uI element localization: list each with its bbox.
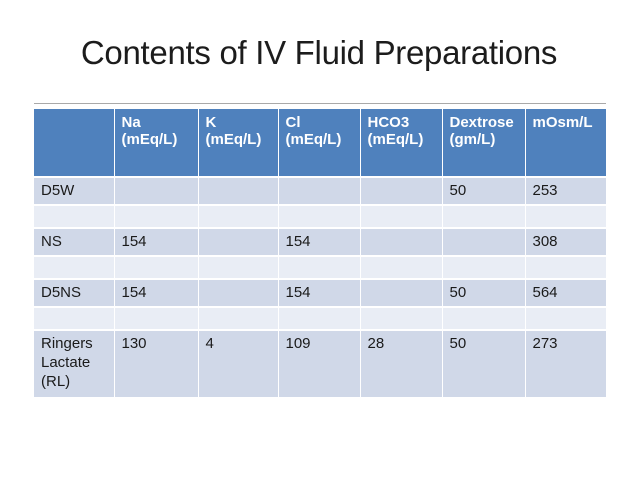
table-row-d5w: D5W 50 253 (34, 177, 607, 206)
cell-mosm: 308 (525, 228, 607, 257)
spacer-cell (114, 205, 199, 229)
spacer-cell (525, 256, 607, 280)
cell-k (198, 228, 279, 257)
header-cell-hco3: HCO3 (mEq/L) (360, 109, 443, 178)
cell-na: 154 (114, 228, 199, 257)
spacer-cell (278, 205, 361, 229)
cell-na: 130 (114, 330, 199, 399)
cell-dextrose: 50 (442, 279, 526, 308)
cell-k (198, 279, 279, 308)
row-label: D5W (34, 177, 115, 206)
header-unit: (mEq/L) (285, 131, 342, 148)
header-unit: (gm/L) (449, 131, 496, 148)
row-label: NS (34, 228, 115, 257)
table-spacer-row (34, 205, 607, 229)
cell-hco3 (360, 177, 443, 206)
cell-cl: 109 (278, 330, 361, 399)
spacer-cell (34, 307, 115, 331)
row-label: D5NS (34, 279, 115, 308)
cell-dextrose: 50 (442, 177, 526, 206)
cell-na (114, 177, 199, 206)
header-name: Cl (285, 114, 301, 131)
spacer-cell (360, 307, 443, 331)
header-cell-empty (34, 109, 115, 178)
spacer-cell (525, 205, 607, 229)
spacer-cell (198, 205, 279, 229)
cell-hco3 (360, 228, 443, 257)
header-unit: (mEq/L) (121, 131, 178, 148)
spacer-cell (360, 205, 443, 229)
spacer-cell (278, 307, 361, 331)
table-row-ringers-lactate: Ringers Lactate (RL) 130 4 109 28 50 273 (34, 330, 607, 399)
iv-fluids-table: Na (mEq/L) K (mEq/L) Cl (mEq/L) HCO3 (mEq/L)… (34, 109, 607, 399)
table-row-ns: NS 154 154 308 (34, 228, 607, 257)
spacer-cell (34, 256, 115, 280)
cell-cl: 154 (278, 228, 361, 257)
header-cell-k: K (mEq/L) (198, 109, 279, 178)
cell-mosm: 564 (525, 279, 607, 308)
header-name: Dextrose (449, 114, 514, 131)
header-name: mOsm/L (532, 114, 593, 131)
cell-cl: 154 (278, 279, 361, 308)
header-name: HCO3 (367, 114, 410, 131)
cell-mosm: 253 (525, 177, 607, 206)
spacer-cell (360, 256, 443, 280)
row-label: Ringers Lactate (RL) (34, 330, 115, 399)
spacer-cell (525, 307, 607, 331)
cell-na: 154 (114, 279, 199, 308)
header-cell-dextrose: Dextrose (gm/L) (442, 109, 526, 178)
spacer-cell (442, 256, 526, 280)
cell-k: 4 (198, 330, 279, 399)
cell-cl (278, 177, 361, 206)
cell-mosm: 273 (525, 330, 607, 399)
header-cell-cl: Cl (mEq/L) (278, 109, 361, 178)
cell-hco3 (360, 279, 443, 308)
header-name: K (205, 114, 217, 131)
header-unit: (mEq/L) (367, 131, 424, 148)
spacer-cell (114, 307, 199, 331)
spacer-cell (278, 256, 361, 280)
slide-title: Contents of IV Fluid Preparations (80, 34, 558, 71)
header-cell-mosm: mOsm/L (525, 109, 607, 178)
header-cell-na: Na (mEq/L) (114, 109, 199, 178)
spacer-cell (442, 307, 526, 331)
table-spacer-row (34, 256, 607, 280)
spacer-cell (198, 307, 279, 331)
spacer-cell (198, 256, 279, 280)
cell-dextrose: 50 (442, 330, 526, 399)
cell-k (198, 177, 279, 206)
spacer-cell (114, 256, 199, 280)
spacer-cell (34, 205, 115, 229)
table-spacer-row (34, 307, 607, 331)
header-unit: (mEq/L) (205, 131, 262, 148)
cell-dextrose (442, 228, 526, 257)
header-name: Na (121, 114, 141, 131)
cell-hco3: 28 (360, 330, 443, 399)
table-header-row: Na (mEq/L) K (mEq/L) Cl (mEq/L) HCO3 (mEq/L)… (34, 109, 607, 178)
spacer-cell (442, 205, 526, 229)
table-top-border (34, 103, 606, 104)
table-row-d5ns: D5NS 154 154 50 564 (34, 279, 607, 308)
